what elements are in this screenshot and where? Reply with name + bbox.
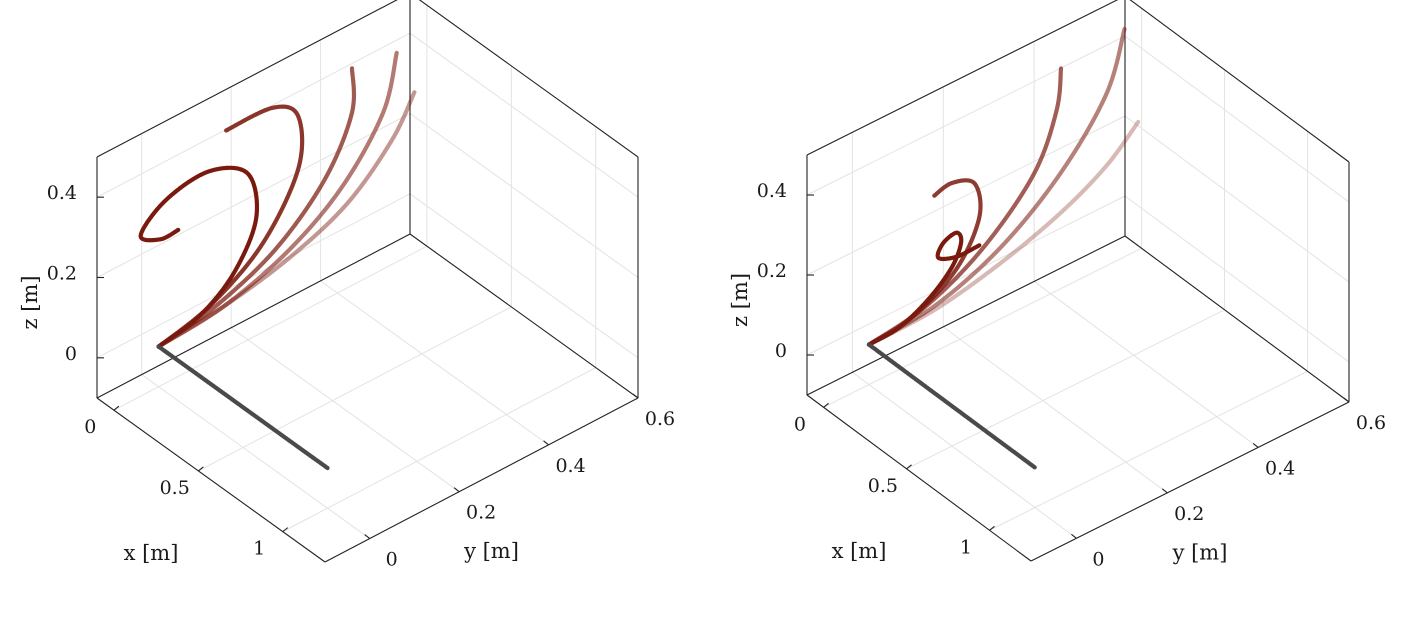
y-tick: [1343, 397, 1350, 403]
x-tick-label: 0: [84, 416, 96, 438]
y-tick: [1252, 442, 1259, 448]
y-tick-label: 0.4: [1265, 457, 1295, 479]
axis-box-edge: [324, 397, 639, 563]
grid-line: [1124, 35, 1350, 203]
series-curve: [156, 50, 399, 349]
grid-line: [906, 309, 1225, 470]
x-tick-label: 0: [794, 413, 806, 435]
y-tick: [453, 487, 460, 493]
grid-line: [409, 32, 639, 198]
axis-box-edge: [1030, 401, 1350, 562]
grid-line: [806, 115, 1126, 276]
y-tick: [543, 440, 549, 446]
y-tick-label: 0: [386, 549, 398, 571]
y-axis-label: y [m]: [463, 539, 519, 563]
grid-line: [96, 193, 411, 359]
series-curve: [866, 119, 1141, 347]
x-tick-label: 0.5: [868, 475, 898, 497]
x-tick: [197, 466, 204, 472]
z-axis-label: z [m]: [18, 275, 42, 329]
grid-line: [320, 280, 549, 446]
z-axis-label: z [m]: [728, 273, 752, 327]
z-tick-label: 0.2: [757, 260, 787, 282]
axis-box-edge: [806, 394, 1032, 562]
series-curve: [156, 66, 357, 349]
x-tick: [906, 464, 912, 470]
z-tick-label: 0.4: [757, 180, 787, 202]
y-tick-label: 0.6: [645, 408, 675, 430]
grid-line: [198, 306, 512, 472]
y-tick: [364, 534, 371, 540]
z-tick-label: 0.4: [47, 182, 77, 204]
axis-box-edge: [96, 0, 398, 158]
y-tick: [632, 393, 639, 399]
grid-line: [806, 35, 1126, 196]
series-curve: [866, 26, 1127, 347]
x-tick: [113, 405, 120, 411]
grid-line: [409, 113, 639, 278]
axis-box-edge: [806, 0, 1119, 156]
grid-line: [1033, 281, 1259, 448]
series-curve: [138, 165, 260, 349]
y-tick-label: 0.2: [1174, 503, 1204, 525]
grid-line: [942, 326, 1168, 494]
grid-line: [409, 193, 639, 359]
grid-line: [1124, 115, 1350, 283]
axis-box-edge: [418, 0, 639, 158]
grid-line: [823, 247, 1142, 408]
y-axis-label: y [m]: [1172, 541, 1228, 565]
y-tick-label: 0.2: [466, 502, 496, 524]
grid-line: [1124, 195, 1350, 363]
y-tick: [1071, 533, 1077, 539]
axis-box-edge: [806, 235, 1126, 396]
grid-line: [852, 371, 1077, 539]
x-tick: [823, 402, 829, 408]
series-curve: [866, 178, 983, 347]
x-tick-label: 0.5: [160, 477, 190, 499]
y-tick-label: 0.6: [1356, 412, 1386, 434]
axis-box-edge: [1129, 0, 1350, 163]
z-tick-label: 0: [775, 340, 787, 362]
axis-box-edge: [409, 233, 639, 399]
grid-line: [806, 195, 1126, 356]
x-tick: [282, 527, 289, 533]
grid-line: [282, 367, 597, 533]
x-axis-label: x [m]: [832, 539, 887, 563]
axis-box-edge: [1124, 235, 1350, 403]
series-curve: [156, 104, 305, 349]
z-tick-label: 0: [65, 343, 77, 365]
series-curve: [866, 230, 982, 347]
y-tick-label: 0.4: [555, 455, 585, 477]
x-tick-label: 1: [960, 536, 972, 558]
y-tick: [1161, 488, 1168, 494]
x-tick: [989, 525, 995, 531]
left-3d-plot: 0 0.5 1 0 0.2 0.4 0.6 0 0.2 0.4 x [m] y [m] z [m]: [18, 0, 675, 571]
grid-line: [230, 327, 460, 493]
x-axis-label: x [m]: [124, 541, 179, 565]
grid-line: [141, 374, 371, 539]
right-3d-plot: 0 0.5 1 0 0.2 0.4 0.6 0 0.2 0.4 x [m] y [m] z [m]: [728, 0, 1386, 570]
axis-box-edge: [96, 397, 326, 563]
axis-box-edge: [96, 233, 411, 399]
x-tick-label: 1: [253, 538, 265, 560]
grid-line: [113, 245, 428, 411]
z-tick-label: 0.2: [47, 263, 77, 285]
series-curve: [156, 344, 330, 471]
grid-line: [96, 113, 411, 278]
series-curve: [866, 342, 1037, 470]
grid-line: [989, 370, 1308, 531]
y-tick-label: 0: [1092, 548, 1104, 570]
